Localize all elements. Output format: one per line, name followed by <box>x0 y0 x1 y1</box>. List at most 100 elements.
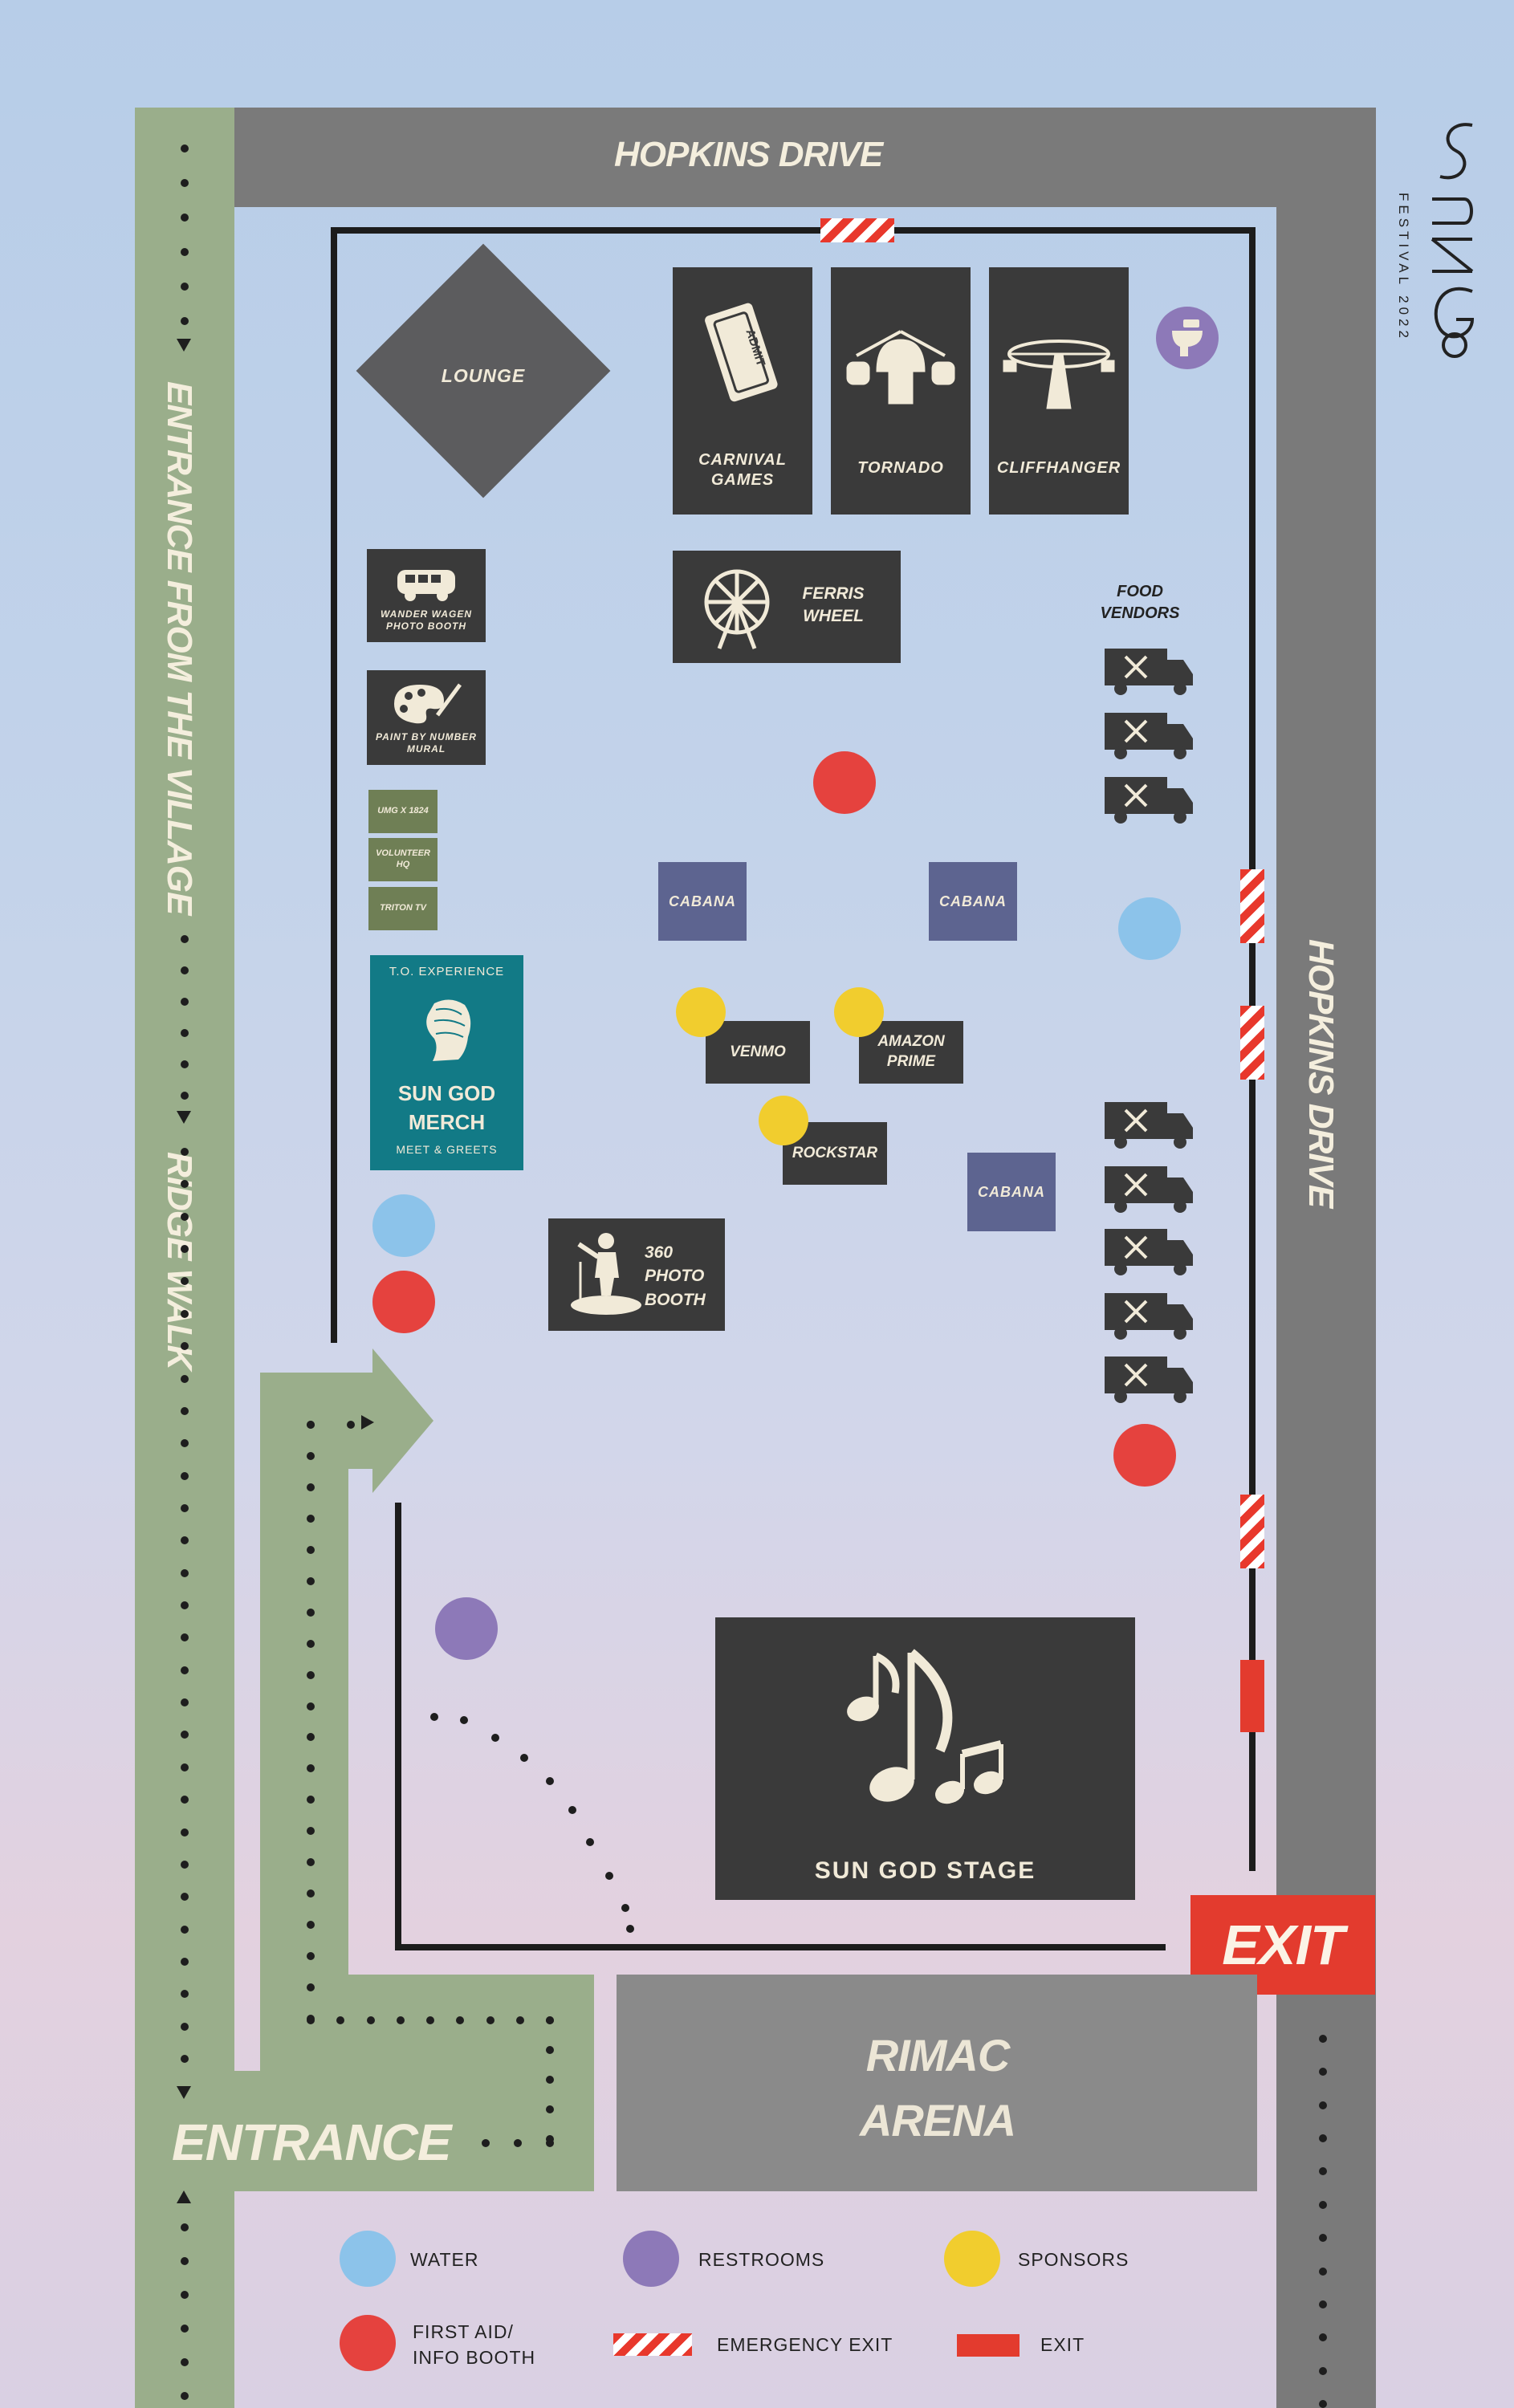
triton-tv-booth[interactable]: TRITON TV <box>368 887 438 930</box>
path-dot <box>307 1702 315 1710</box>
path-dot <box>181 317 189 325</box>
admit-one-text: ADMIT ONE <box>706 353 711 354</box>
path-dot <box>307 1983 315 1992</box>
ticket-icon: ADMIT <box>705 303 778 402</box>
path-dot <box>546 1777 554 1785</box>
restroom-icon[interactable] <box>435 1597 498 1660</box>
path-dot <box>307 1608 315 1617</box>
water-icon[interactable] <box>372 1194 435 1257</box>
path-dot <box>1319 2200 1327 2209</box>
legend-restrooms-label: RESTROOMS <box>698 2249 825 2270</box>
legend-water-icon <box>340 2231 396 2287</box>
sun-god-stage[interactable]: SUN GOD STAGE <box>715 1617 1135 1900</box>
path-dot <box>181 1245 189 1254</box>
path-dot <box>307 2016 315 2024</box>
emergency-exit-right-3[interactable] <box>1240 1495 1264 1568</box>
path-dot <box>181 1342 189 1351</box>
360-photo-booth[interactable]: 360 PHOTO BOOTH <box>548 1218 725 1331</box>
hopkins-drive-right-road <box>1276 108 1376 2408</box>
path-dot <box>181 1990 189 1999</box>
food-truck-icon[interactable] <box>1103 1100 1196 1150</box>
path-dot <box>336 2016 345 2024</box>
path-dot <box>181 2358 189 2366</box>
path-dot <box>181 1796 189 1804</box>
path-dot <box>181 1568 189 1577</box>
lounge-label: LOUNGE <box>441 365 526 386</box>
music-notes-icon <box>847 1649 1003 1804</box>
cliffhanger-ride[interactable]: CLIFFHANGER <box>989 267 1129 515</box>
rimac-arena[interactable]: RIMAC ARENA <box>617 1975 1257 2191</box>
legend-restroom-icon <box>623 2231 679 2287</box>
ferris-wheel-icon <box>704 569 770 649</box>
exit-sign-label: EXIT <box>1222 1914 1345 1976</box>
path-dot <box>181 1439 189 1448</box>
emergency-exit-top[interactable] <box>820 218 894 242</box>
cabana-right[interactable]: CABANA <box>929 862 1017 941</box>
path-dot <box>366 2016 375 2024</box>
van-icon <box>397 570 455 601</box>
merch-main-label: SUN GOD MERCH <box>397 1081 496 1135</box>
360-photo-booth-label: 360 PHOTO BOOTH <box>645 1243 706 1309</box>
food-truck-icon[interactable] <box>1103 1355 1196 1405</box>
path-dot <box>307 1514 315 1523</box>
legend-sponsors-label: SPONSORS <box>1018 2249 1129 2270</box>
path-dot <box>307 1576 315 1585</box>
cabana-lower[interactable]: CABANA <box>967 1153 1056 1231</box>
emergency-exit-right-1[interactable] <box>1240 869 1264 943</box>
entrance-label: ENTRANCE <box>172 2113 452 2171</box>
path-dot <box>181 1092 189 1100</box>
path-dot <box>181 1731 189 1739</box>
wander-wagen-photo-booth[interactable]: WANDER WAGEN PHOTO BOOTH <box>367 549 486 642</box>
path-dot <box>307 1889 315 1898</box>
path-arrow-up-icon <box>177 2190 191 2203</box>
path-dot <box>1319 2101 1327 2109</box>
tornado-label: TORNADO <box>857 459 944 477</box>
water-icon[interactable] <box>1118 897 1181 960</box>
path-dot <box>514 2139 522 2147</box>
carnival-games-booth[interactable]: ADMIT CARNIVAL GAMES <box>673 267 812 515</box>
path-dot <box>1319 2333 1327 2342</box>
legend-first-aid-icon <box>340 2315 396 2371</box>
first-aid-icon[interactable] <box>372 1271 435 1333</box>
path-dot <box>307 1952 315 1961</box>
path-dot <box>181 1471 189 1480</box>
path-dot <box>546 2016 554 2024</box>
paint-by-number-mural[interactable]: PAINT BY NUMBER MURAL <box>367 670 486 765</box>
venmo-booth[interactable]: VENMO <box>706 1021 810 1084</box>
path-dot <box>605 1872 613 1880</box>
food-truck-icon[interactable] <box>1103 1227 1196 1277</box>
tornado-ride-icon <box>846 330 955 405</box>
path-dot <box>181 1698 189 1707</box>
path-dot <box>307 1639 315 1648</box>
amazon-prime-booth[interactable]: AMAZON PRIME <box>859 1021 963 1084</box>
cabana-left[interactable]: CABANA <box>658 862 747 941</box>
volunteer-hq-booth[interactable]: VOLUNTEER HQ <box>368 838 438 881</box>
food-truck-icon[interactable] <box>1103 1165 1196 1214</box>
sun-god-merch-booth[interactable]: T.O. EXPERIENCE SUN GOD MERCH MEET & GRE… <box>370 955 523 1170</box>
umg-1824-booth[interactable]: UMG X 1824 <box>368 790 438 833</box>
hopkins-drive-top-road <box>135 108 1376 207</box>
path-dot <box>181 935 189 943</box>
path-dot <box>586 1838 594 1846</box>
path-dot <box>546 2076 554 2084</box>
path-dot <box>181 1666 189 1674</box>
path-dot <box>181 1277 189 1286</box>
path-dot <box>347 1421 355 1429</box>
food-truck-icon[interactable] <box>1103 711 1196 761</box>
food-truck-icon[interactable] <box>1103 775 1196 825</box>
food-truck-icon[interactable] <box>1103 1291 1196 1341</box>
restroom-icon[interactable] <box>1156 307 1219 369</box>
food-truck-icon[interactable] <box>1103 647 1196 697</box>
path-dot <box>181 1029 189 1037</box>
tornado-ride[interactable]: TORNADO <box>831 267 971 515</box>
ferris-wheel-ride[interactable]: FERRIS WHEEL <box>673 551 901 663</box>
path-dot <box>181 1893 189 1902</box>
legend-first-aid-label: FIRST AID/ INFO BOOTH <box>413 2321 536 2369</box>
path-dot <box>181 2325 189 2333</box>
first-aid-icon[interactable] <box>1113 1424 1176 1487</box>
path-dot <box>181 1828 189 1837</box>
first-aid-icon[interactable] <box>813 751 876 814</box>
emergency-exit-right-2[interactable] <box>1240 1006 1264 1080</box>
exit-marker-right[interactable] <box>1240 1660 1264 1732</box>
path-dot <box>486 2016 494 2024</box>
